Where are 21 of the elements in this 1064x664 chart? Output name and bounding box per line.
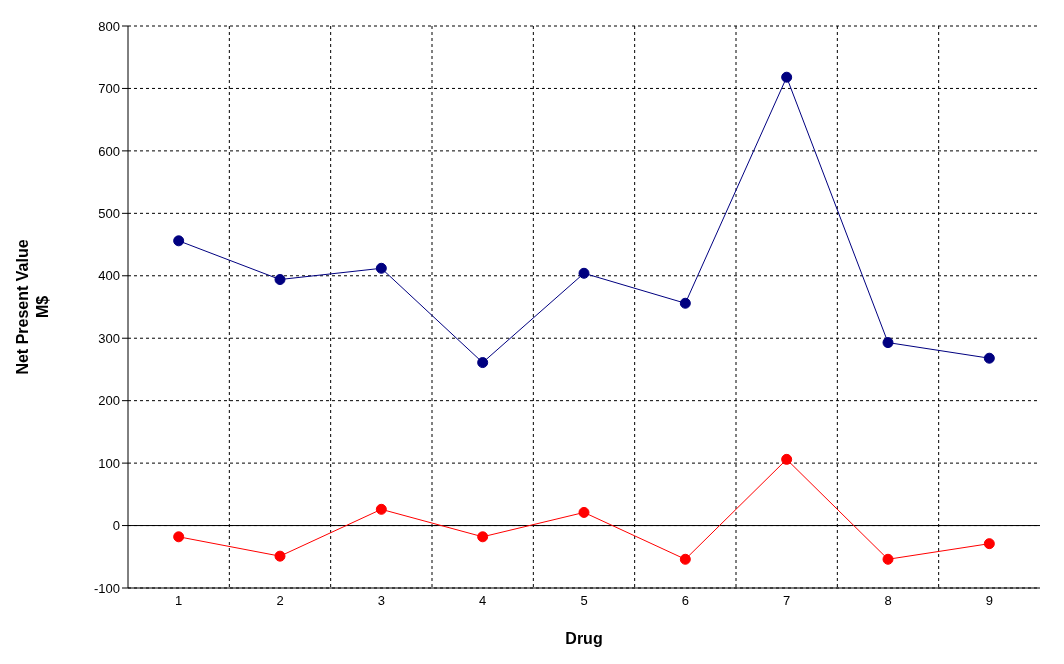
- y-axis-title: Net Present Value M$: [14, 239, 51, 375]
- y-tick-label: 0: [112, 518, 120, 534]
- y-tick-label: 200: [98, 393, 120, 409]
- y-tick-label: 500: [98, 205, 120, 221]
- y-tick-label: 400: [98, 268, 120, 284]
- x-tick-label: 9: [985, 593, 993, 609]
- x-tick-label: 8: [884, 593, 892, 609]
- y-tick-label: 600: [98, 143, 120, 159]
- x-tick-label: 6: [681, 593, 689, 609]
- y-tick-label: 300: [98, 330, 120, 346]
- x-axis-title: Drug: [565, 630, 603, 647]
- y-tick-label: 800: [98, 18, 120, 34]
- x-tick-label: 1: [175, 593, 183, 609]
- y-tick-label: -100: [93, 580, 120, 596]
- x-tick-label: 7: [783, 593, 791, 609]
- x-tick-label: 4: [479, 593, 487, 609]
- y-tick-label: 100: [98, 455, 120, 471]
- x-tick-label: 3: [377, 593, 385, 609]
- x-tick-label: 2: [276, 593, 284, 609]
- y-tick-label: 700: [98, 81, 120, 97]
- x-tick-label: 5: [580, 593, 588, 609]
